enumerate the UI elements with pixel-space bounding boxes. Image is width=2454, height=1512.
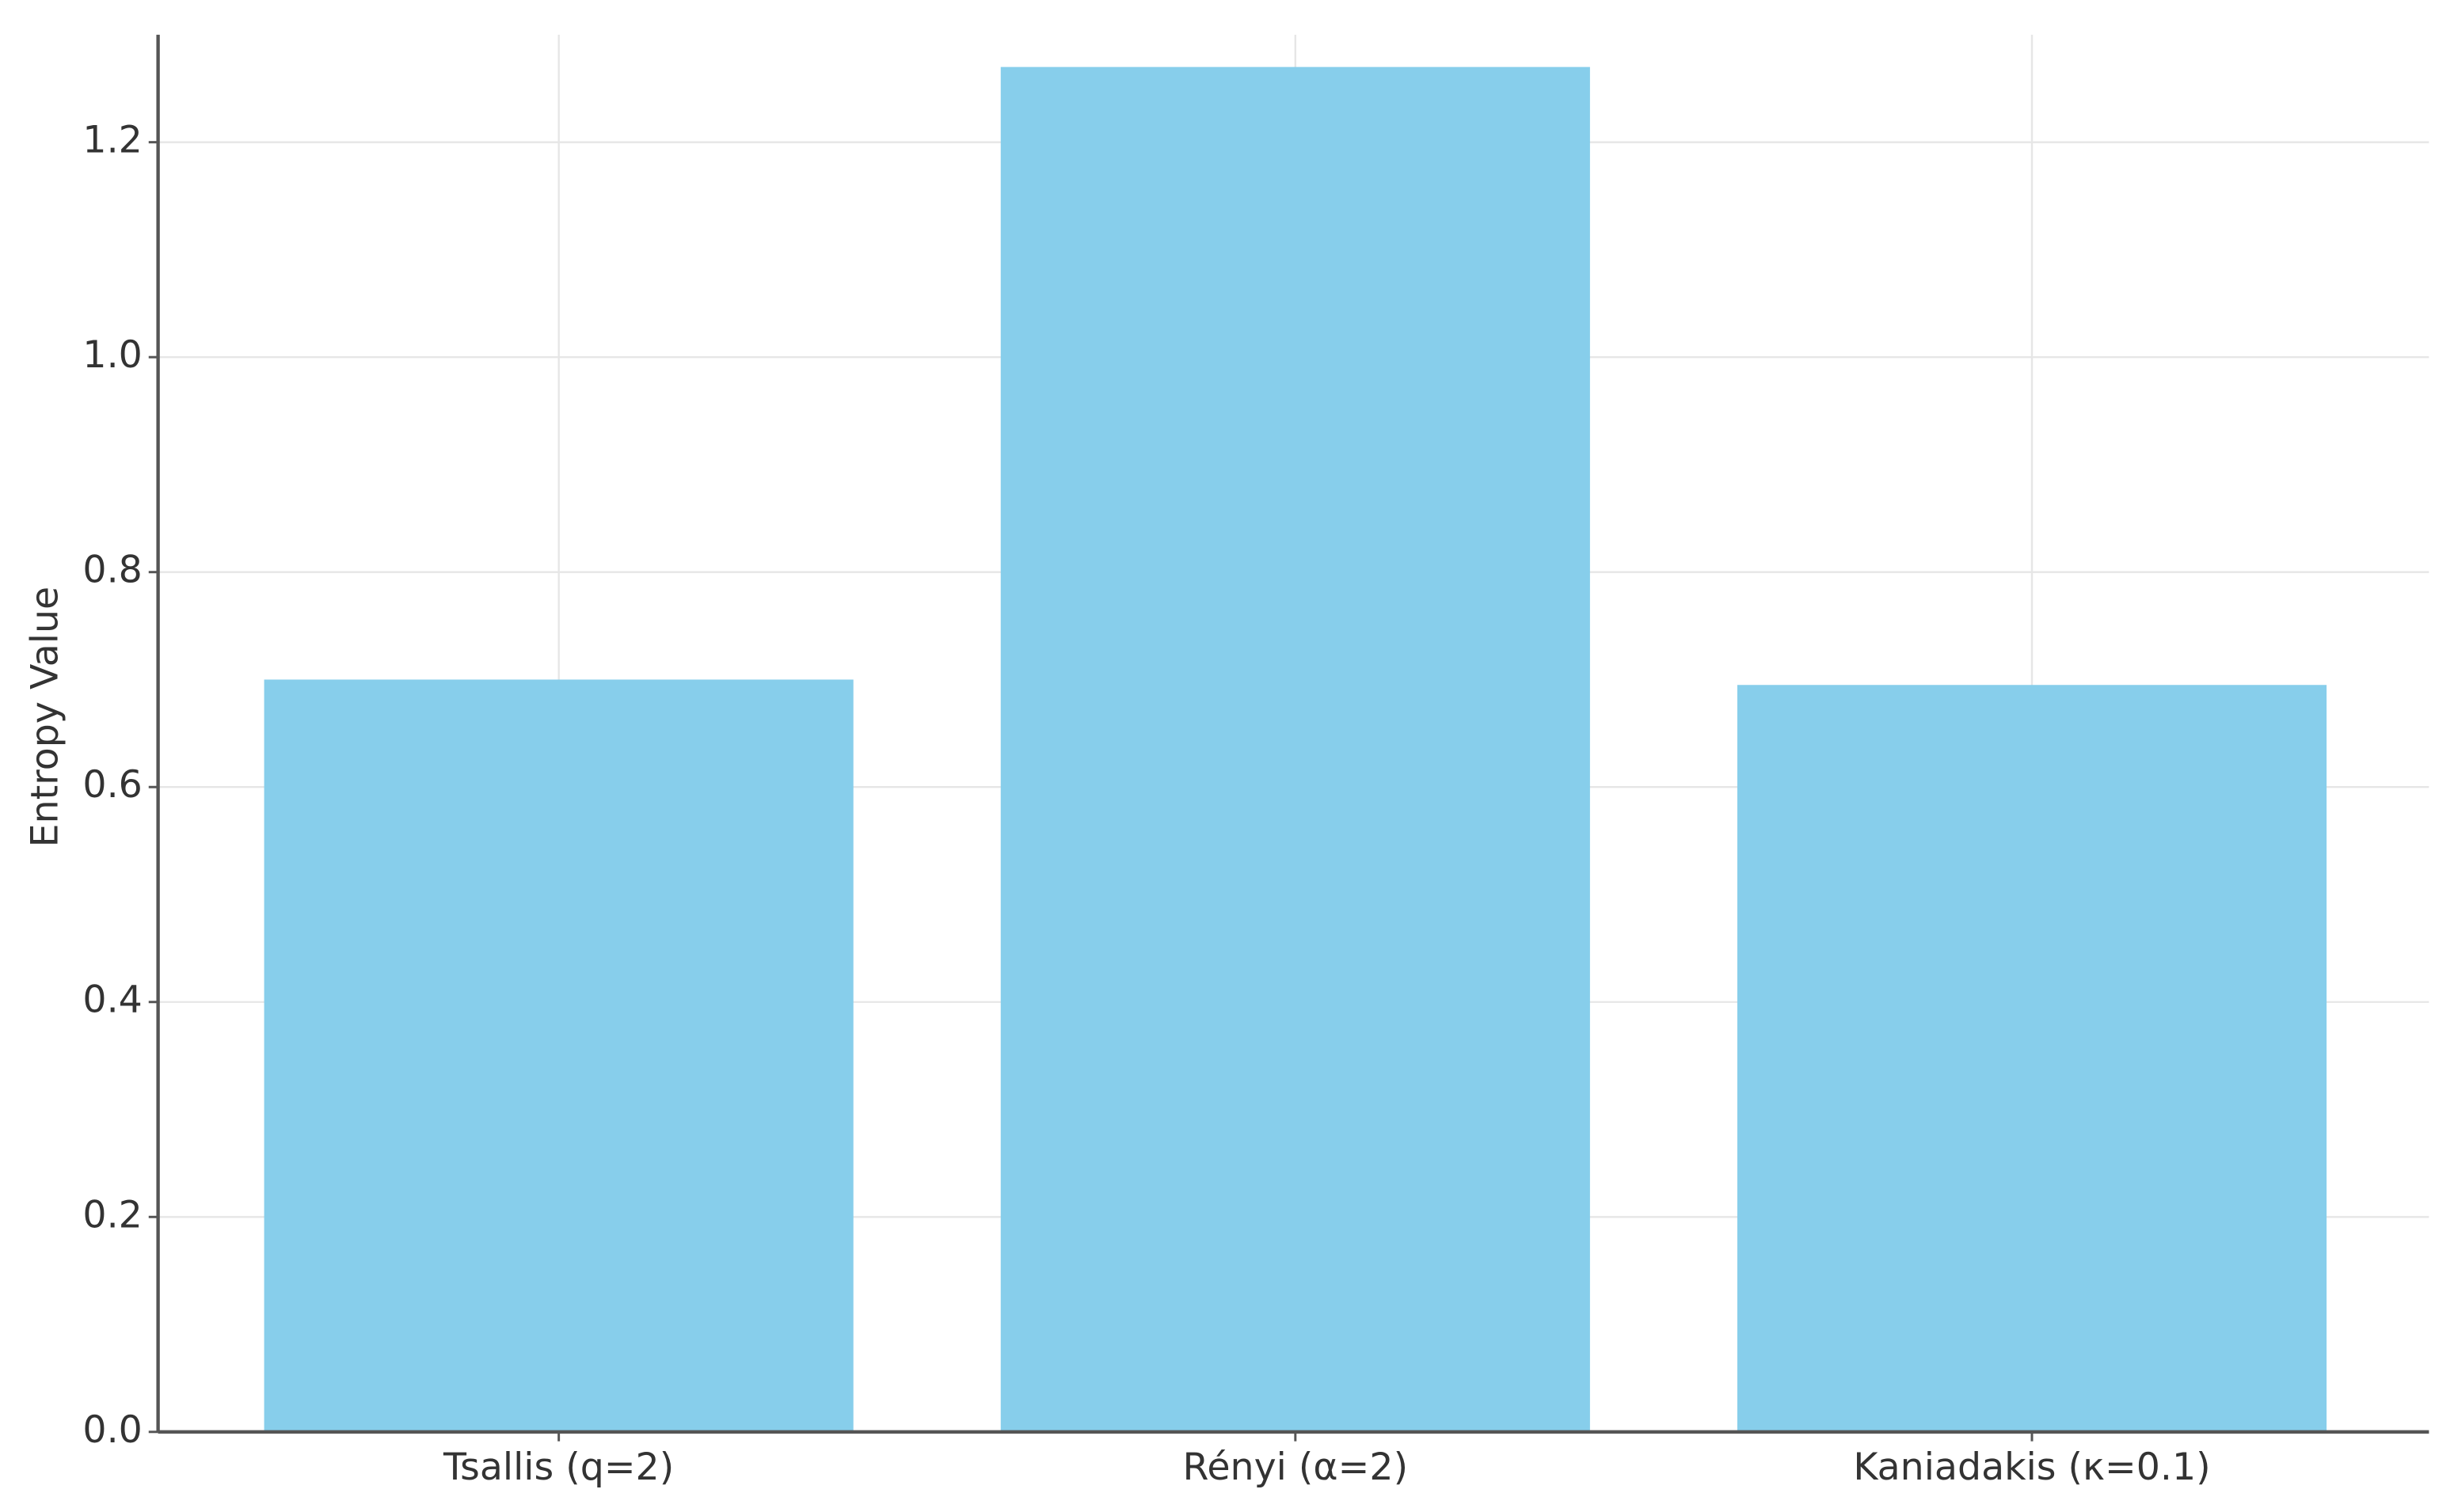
x-tick-label: Tsallis (q=2)	[443, 1446, 674, 1489]
y-tick-label: 0.4	[82, 978, 142, 1022]
y-tick-label: 0.0	[82, 1408, 142, 1452]
bar	[1737, 685, 2327, 1432]
y-tick-label: 0.2	[82, 1193, 142, 1237]
bar	[264, 679, 854, 1432]
y-tick-label: 1.2	[82, 119, 142, 162]
x-tick-label: Rényi (α=2)	[1183, 1446, 1409, 1489]
y-tick-label: 1.0	[82, 333, 142, 377]
y-tick-label: 0.8	[82, 549, 142, 592]
y-tick-label: 0.6	[82, 763, 142, 807]
bar	[1000, 66, 1590, 1432]
x-tick-label: Kaniadakis (κ=0.1)	[1853, 1446, 2210, 1489]
y-axis-label: Entropy Value	[23, 587, 67, 848]
